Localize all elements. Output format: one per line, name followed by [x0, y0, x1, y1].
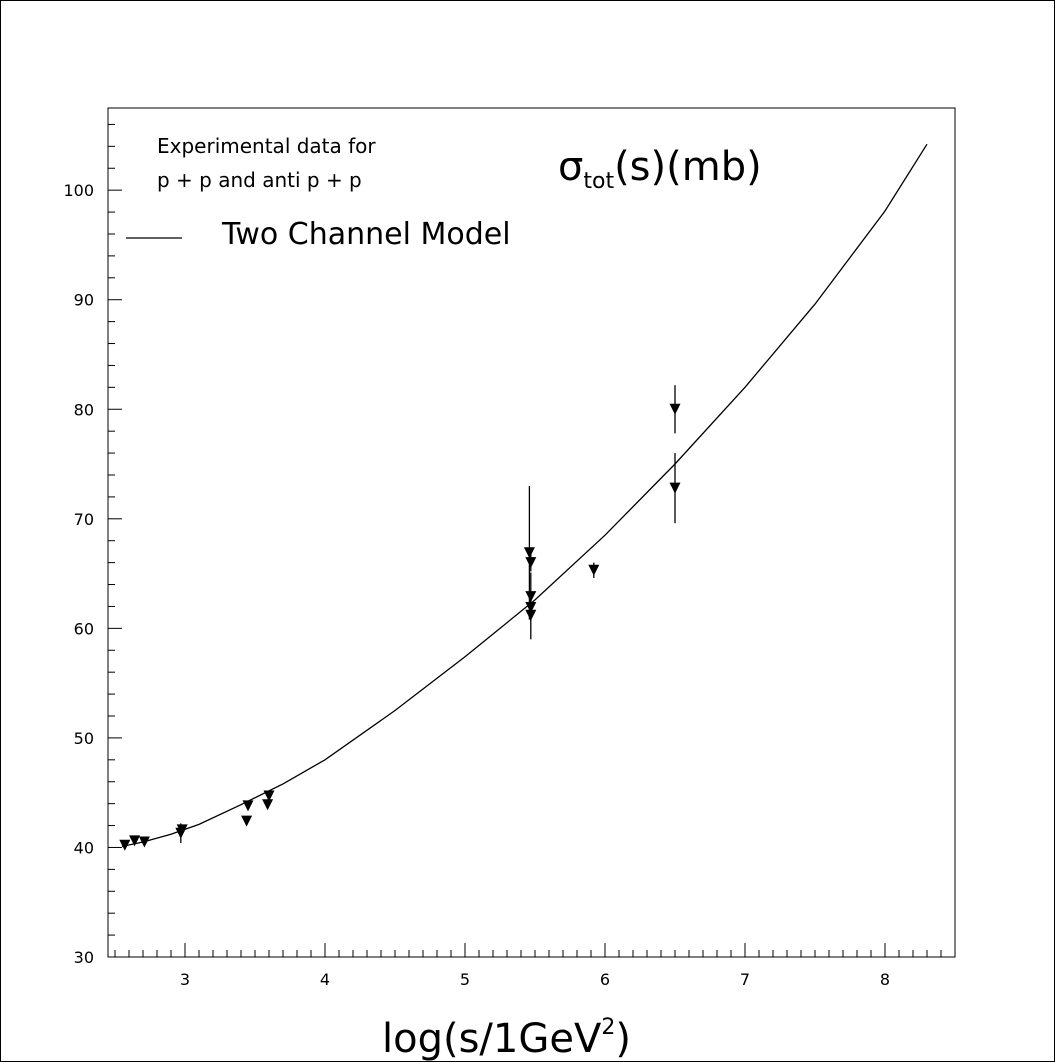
- x-axis-title-main: log(s/1GeV: [382, 1016, 602, 1062]
- x-tick-label: 4: [320, 970, 330, 989]
- data-point-marker: [176, 824, 188, 836]
- y-tick-label: 80: [74, 400, 94, 419]
- data-point-marker: [241, 815, 253, 827]
- y-axis: 30 40 50 60 70 80 90 100: [63, 123, 122, 967]
- data-point-marker: [138, 836, 150, 848]
- data-point-marker: [669, 403, 681, 415]
- x-axis-title-superscript: 2: [601, 1015, 615, 1040]
- data-point-marker: [523, 547, 535, 559]
- data-point-marker: [263, 790, 275, 802]
- x-tick-label: 8: [880, 970, 890, 989]
- data-point-marker: [129, 835, 141, 847]
- y-axis-title: σtot(s)(mb): [558, 144, 762, 194]
- x-tick-label: 6: [600, 970, 610, 989]
- y-axis-title-rest: (s)(mb): [614, 144, 762, 190]
- y-axis-title-sigma: σ: [558, 144, 583, 190]
- y-axis-title-subscript: tot: [583, 169, 614, 194]
- y-tick-label: 60: [74, 619, 94, 638]
- x-tick-label: 5: [460, 970, 470, 989]
- y-tick-label: 40: [74, 838, 94, 857]
- y-tick-label: 30: [74, 948, 94, 967]
- x-tick-label: 7: [740, 970, 750, 989]
- legend-data-line2: p + p and anti p + p: [157, 168, 362, 192]
- x-axis-title: log(s/1GeV2): [382, 1015, 631, 1062]
- data-point-marker: [242, 800, 254, 812]
- data-points-group: [119, 385, 681, 851]
- y-tick-label: 50: [74, 729, 94, 748]
- x-axis: 3 4 5 6 7 8: [114, 943, 956, 989]
- legend-model-label: Two Channel Model: [221, 217, 511, 252]
- data-point-marker: [262, 799, 274, 811]
- x-tick-label: 3: [180, 970, 190, 989]
- y-tick-label: 70: [74, 510, 94, 529]
- y-tick-label: 90: [74, 291, 94, 310]
- x-axis-title-close: ): [615, 1016, 631, 1062]
- data-point-marker: [119, 839, 131, 851]
- legend-data-line1: Experimental data for: [157, 134, 376, 158]
- data-point-marker: [588, 564, 600, 576]
- data-point-marker: [525, 557, 537, 569]
- plot-frame: [107, 107, 956, 958]
- y-tick-label: 100: [63, 181, 94, 200]
- data-point-marker: [525, 609, 537, 621]
- data-point-marker: [669, 482, 681, 494]
